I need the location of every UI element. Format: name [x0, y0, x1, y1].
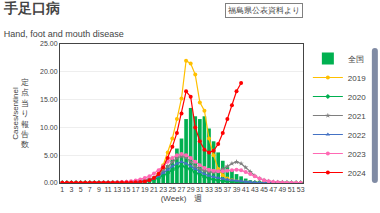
svg-text:35: 35	[214, 186, 222, 193]
svg-text:手足口病: 手足口病	[3, 0, 60, 16]
svg-text:2024: 2024	[348, 169, 366, 178]
svg-text:51: 51	[288, 186, 296, 193]
svg-text:17: 17	[132, 186, 140, 193]
svg-text:49: 49	[278, 186, 286, 193]
svg-text:27: 27	[178, 186, 186, 193]
svg-text:Hand, foot and mouth disease: Hand, foot and mouth disease	[4, 29, 124, 39]
svg-text:5.00: 5.00	[44, 152, 58, 159]
svg-text:3: 3	[70, 186, 74, 193]
svg-text:37: 37	[223, 186, 231, 193]
svg-text:11: 11	[104, 186, 111, 193]
svg-text:2019: 2019	[348, 74, 366, 83]
svg-text:福島県公表資料より: 福島県公表資料より	[228, 6, 300, 15]
svg-text:29: 29	[187, 186, 195, 193]
svg-text:31: 31	[196, 186, 204, 193]
svg-text:Cases/sentinel: Cases/sentinel	[11, 87, 20, 140]
svg-text:5: 5	[79, 186, 83, 193]
svg-text:2020: 2020	[348, 93, 366, 102]
svg-text:定点当り報告数: 定点当り報告数	[21, 78, 29, 149]
svg-text:19: 19	[141, 186, 149, 193]
svg-text:0.00: 0.00	[44, 179, 58, 186]
svg-text:20.00: 20.00	[40, 68, 58, 75]
svg-text:13: 13	[113, 186, 121, 193]
svg-text:(Week) 週: (Week) 週	[161, 194, 203, 203]
svg-text:47: 47	[269, 186, 277, 193]
svg-text:15: 15	[123, 186, 131, 193]
svg-text:2021: 2021	[348, 112, 366, 121]
svg-text:39: 39	[233, 186, 241, 193]
svg-text:1: 1	[60, 186, 64, 193]
svg-text:9: 9	[97, 186, 101, 193]
svg-text:10.00: 10.00	[40, 124, 58, 131]
svg-text:33: 33	[205, 186, 213, 193]
svg-text:53: 53	[297, 186, 305, 193]
svg-text:41: 41	[242, 186, 250, 193]
svg-text:全国: 全国	[348, 55, 364, 64]
svg-text:2023: 2023	[348, 150, 366, 159]
svg-text:2022: 2022	[348, 131, 366, 140]
svg-text:45: 45	[260, 186, 268, 193]
svg-text:21: 21	[150, 186, 158, 193]
svg-text:23: 23	[159, 186, 167, 193]
svg-text:15.00: 15.00	[40, 96, 58, 103]
svg-text:25.00: 25.00	[40, 40, 58, 47]
svg-text:7: 7	[88, 186, 92, 193]
svg-text:43: 43	[251, 186, 259, 193]
svg-text:25: 25	[168, 186, 176, 193]
